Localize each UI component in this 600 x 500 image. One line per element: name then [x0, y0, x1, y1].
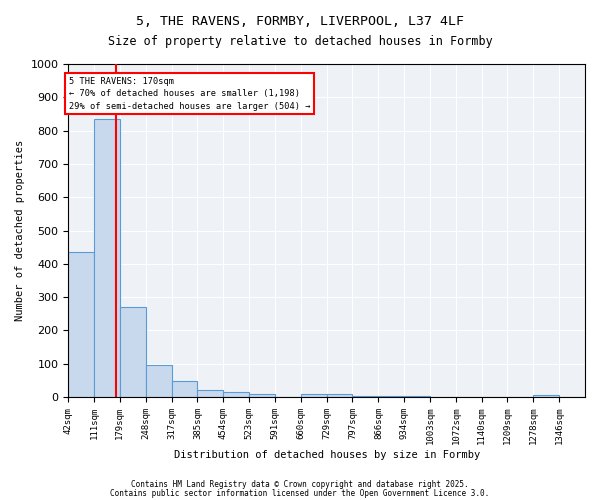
Y-axis label: Number of detached properties: Number of detached properties	[15, 140, 25, 321]
Text: 5 THE RAVENS: 170sqm
← 70% of detached houses are smaller (1,198)
29% of semi-de: 5 THE RAVENS: 170sqm ← 70% of detached h…	[68, 76, 310, 110]
Bar	[327, 394, 352, 397]
Bar	[197, 390, 223, 397]
Bar	[223, 392, 249, 397]
Bar	[120, 307, 146, 397]
Bar	[68, 252, 94, 397]
Bar	[352, 396, 379, 397]
Bar	[249, 394, 275, 397]
Bar	[146, 365, 172, 397]
Bar	[404, 396, 430, 397]
Bar	[94, 119, 120, 397]
Bar	[172, 382, 197, 397]
Bar	[301, 394, 327, 397]
Bar	[533, 395, 559, 397]
X-axis label: Distribution of detached houses by size in Formby: Distribution of detached houses by size …	[173, 450, 480, 460]
Text: Contains public sector information licensed under the Open Government Licence 3.: Contains public sector information licen…	[110, 488, 490, 498]
Text: Contains HM Land Registry data © Crown copyright and database right 2025.: Contains HM Land Registry data © Crown c…	[131, 480, 469, 489]
Text: 5, THE RAVENS, FORMBY, LIVERPOOL, L37 4LF: 5, THE RAVENS, FORMBY, LIVERPOOL, L37 4L…	[136, 15, 464, 28]
Text: Size of property relative to detached houses in Formby: Size of property relative to detached ho…	[107, 35, 493, 48]
Bar	[379, 396, 404, 397]
